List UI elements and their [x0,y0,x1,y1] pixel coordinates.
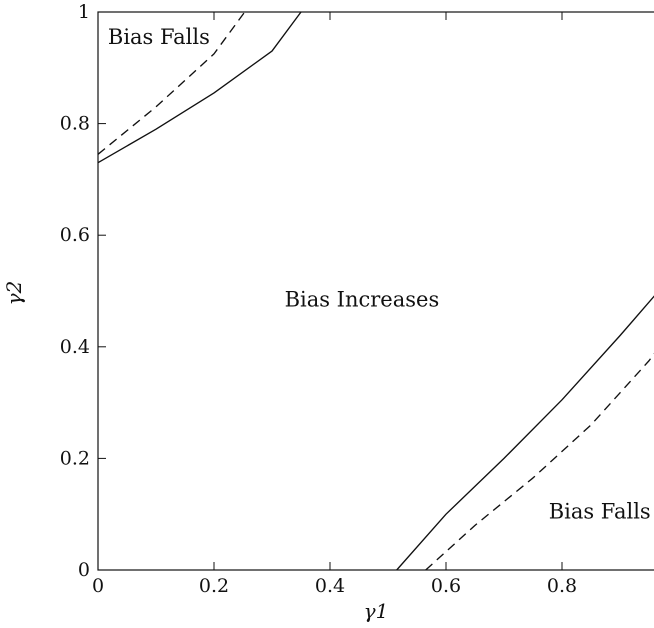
series-layer [97,11,654,571]
x-tick-label-3: 0.6 [431,575,461,597]
series-line-1 [97,11,246,155]
plot-frame [97,11,654,571]
y-tick-label-2: 0.4 [60,336,90,358]
x-axis-label: γ1 [364,599,389,623]
y-tick-label-5: 1 [78,1,90,23]
x-tick-label-2: 0.4 [315,575,345,597]
annotation-2: Bias Falls [549,499,651,523]
annotation-layer: Bias Falls Bias Increases Bias Falls [108,25,651,523]
y-tick-label-1: 0.2 [60,447,90,469]
x-tick-label-4: 0.8 [547,575,577,597]
x-tick-label-0: 0 [92,575,104,597]
series-line-3 [425,352,654,571]
annotation-0: Bias Falls [108,25,210,49]
y-tick-label-3: 0.6 [60,224,90,246]
series-line-2 [396,295,654,571]
x-tick-label-1: 0.2 [199,575,229,597]
tick-layer: 00.20.40.60.8100.20.40.60.81 [60,1,577,597]
y-tick-label-0: 0 [78,559,90,581]
y-tick-label-4: 0.8 [60,113,90,135]
series-line-0 [97,11,302,164]
annotation-1: Bias Increases [285,287,440,311]
y-axis-label: γ2 [2,281,26,306]
